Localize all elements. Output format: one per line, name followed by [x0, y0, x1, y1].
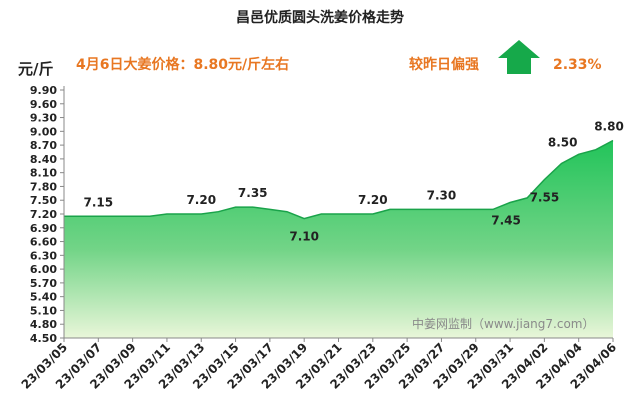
y-tick-label: 9.00: [30, 125, 57, 138]
data-label: 7.45: [491, 214, 521, 228]
y-tick-label: 7.80: [30, 180, 57, 193]
y-tick-label: 9.60: [30, 98, 57, 111]
y-tick-label: 7.50: [30, 194, 57, 207]
y-tick-label: 6.00: [30, 263, 57, 276]
data-label: 8.80: [594, 120, 624, 134]
y-tick-label: 4.50: [30, 332, 57, 345]
data-label: 7.15: [84, 195, 114, 209]
y-unit-label: 元/斤: [18, 60, 53, 78]
y-tick-label: 8.10: [30, 167, 57, 180]
series-line: [64, 139, 614, 220]
area-fill: [64, 140, 613, 338]
y-tick-label: 5.10: [30, 304, 57, 317]
y-tick-label: 8.70: [30, 139, 57, 152]
y-tick-label: 5.40: [30, 291, 57, 304]
price-note: 4月6日大姜价格：8.80元/斤左右: [76, 56, 289, 73]
plot-area: 4.504.805.105.405.706.006.306.606.907.20…: [19, 84, 624, 392]
y-tick-label: 6.30: [30, 249, 57, 262]
arrow-up-icon: [498, 40, 540, 74]
data-label: 7.35: [238, 186, 268, 200]
data-label: 7.30: [427, 188, 457, 202]
y-tick-label: 7.20: [30, 208, 57, 221]
data-label: 7.20: [186, 193, 216, 207]
data-label: 7.55: [530, 191, 560, 205]
change-percent: 2.33%: [553, 57, 602, 73]
y-tick-label: 9.90: [30, 84, 57, 97]
y-tick-label: 9.30: [30, 112, 57, 125]
compare-label: 较昨日偏强: [409, 56, 479, 73]
data-label: 7.20: [358, 193, 388, 207]
y-tick-label: 5.70: [30, 277, 57, 290]
data-label: 7.10: [289, 230, 319, 244]
chart-title: 昌邑优质圆头洗姜价格走势: [236, 9, 404, 26]
y-tick-label: 8.40: [30, 153, 57, 166]
data-label: 8.50: [548, 135, 578, 149]
y-tick-label: 6.90: [30, 222, 57, 235]
y-tick-label: 6.60: [30, 236, 57, 249]
watermark: 中姜网监制（www.jiang7.com）: [412, 316, 594, 331]
y-tick-label: 4.80: [30, 318, 57, 331]
